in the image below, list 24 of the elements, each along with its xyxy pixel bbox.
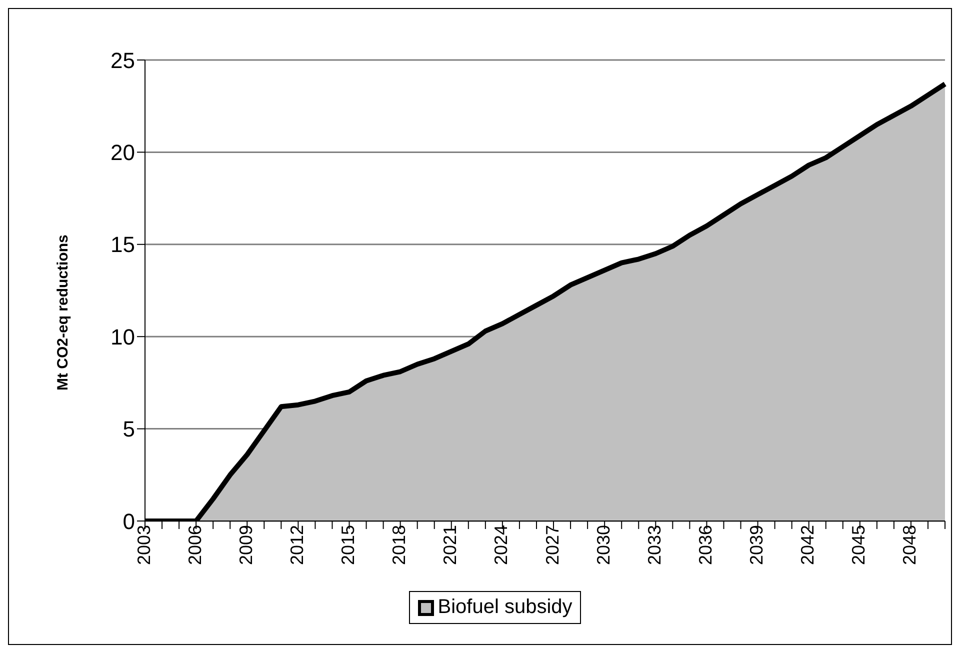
x-tick-label: 2003 (134, 525, 154, 566)
x-tick-label: 2039 (746, 525, 767, 566)
x-tick-label: 2018 (389, 525, 410, 566)
x-tick-label: 2048 (900, 525, 920, 566)
x-tick-label: 2027 (542, 525, 562, 566)
x-tick-label: 2030 (593, 525, 614, 566)
y-tick-label: 5 (122, 416, 135, 442)
y-tick-label: 0 (122, 508, 135, 534)
y-axis-title: Mt CO2-eq reductions (54, 234, 72, 390)
y-tick-label: 20 (110, 140, 135, 166)
x-tick-label: 2009 (236, 525, 256, 566)
x-tick-label: 2015 (338, 525, 358, 566)
x-tick-label: 2012 (286, 525, 307, 566)
x-tick-label: 2045 (848, 525, 869, 566)
y-tick-label: 25 (110, 48, 135, 73)
x-tick-label: 2036 (695, 525, 716, 566)
x-tick-label: 2006 (184, 525, 205, 566)
y-tick-label: 10 (110, 324, 135, 350)
x-tick-label: 2021 (440, 525, 460, 566)
x-tick-label: 2042 (798, 525, 818, 566)
x-tick-label: 2033 (644, 525, 664, 566)
y-tick-label: 15 (110, 232, 135, 258)
x-tick-label: 2024 (491, 525, 512, 566)
legend-label: Biofuel subsidy (438, 596, 572, 619)
